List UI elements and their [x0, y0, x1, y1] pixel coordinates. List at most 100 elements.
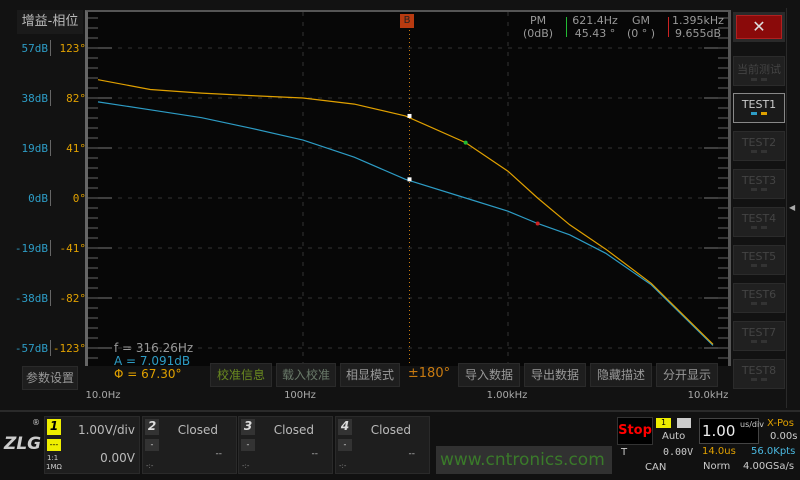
x-tick-label: 100Hz [284, 390, 316, 401]
channel-offset[interactable]: 0.00V [100, 451, 135, 465]
gm-divider [668, 17, 669, 37]
coupling-icon[interactable]: - [241, 439, 255, 451]
test-slot-label: TEST5 [741, 250, 777, 263]
function-button[interactable]: 载入校准 [276, 363, 336, 387]
param-settings-button[interactable]: 参数设置 [22, 366, 78, 390]
function-button[interactable]: 分开显示 [656, 363, 718, 387]
probe-ratio: 1:1 [47, 454, 59, 462]
function-button[interactable]: 导出数据 [524, 363, 586, 387]
gm-value: 9.655dB [674, 27, 722, 40]
gm-sub: (0 ° ) [626, 27, 656, 40]
test-slot-label: TEST6 [741, 288, 777, 301]
gain-tick-label: 38dB [21, 92, 49, 105]
cursor-point [407, 177, 412, 182]
channel-scale[interactable]: Closed [273, 423, 314, 437]
test-slot-label: TEST7 [741, 326, 777, 339]
status-dots [751, 112, 767, 115]
function-button[interactable]: 导入数据 [458, 363, 520, 387]
pm-divider [566, 17, 567, 37]
coupling-icon[interactable]: - [145, 439, 159, 451]
test-slot-button[interactable]: TEST6 [733, 283, 785, 313]
tick-separator [50, 290, 51, 306]
cursor-b-marker[interactable]: B [400, 14, 414, 28]
channel-number[interactable]: 2 [145, 419, 159, 435]
gain-phase-title[interactable]: 增益-相位 [17, 10, 83, 34]
trigger-mode[interactable]: Auto [662, 431, 686, 442]
trigger-source[interactable]: 1 [656, 418, 671, 428]
test-slot-button[interactable]: TEST7 [733, 321, 785, 351]
gm-label: GM [631, 14, 650, 27]
test-slot-button[interactable]: TEST1 [733, 93, 785, 123]
channel-4-panel[interactable]: 4 - Closed -- -:- [335, 416, 430, 474]
function-button[interactable]: 隐藏描述 [590, 363, 652, 387]
run-stop-button[interactable]: Stop [617, 417, 653, 445]
gain-tick-label: -38dB [14, 292, 48, 305]
xpos-label: X-Pos [767, 418, 794, 429]
status-dots [751, 378, 767, 381]
channel-3-panel[interactable]: 3 - Closed -- -:- [238, 416, 333, 474]
channel-number[interactable]: 4 [338, 419, 352, 435]
function-button[interactable]: ±180° [407, 366, 451, 381]
phase-tick-label: 41° [66, 142, 86, 155]
function-button[interactable]: 相显模式 [340, 363, 400, 387]
gm-marker [535, 221, 540, 226]
channel-number[interactable]: 3 [241, 419, 255, 435]
test-slot-button[interactable]: TEST8 [733, 359, 785, 389]
test-slot-button[interactable]: TEST2 [733, 131, 785, 161]
test-slot-label: TEST8 [741, 364, 777, 377]
channel-1-panel[interactable]: 1 --- 1.00V/div 0.00V 1:1 1MΩ [44, 416, 140, 474]
status-dots [751, 264, 767, 267]
pm-label: PM [529, 14, 547, 27]
gain-tick-label: 57dB [21, 42, 49, 55]
test-slot-button[interactable]: TEST5 [733, 245, 785, 275]
phase-tick-label: -82° [59, 292, 87, 305]
channel-number[interactable]: 1 [47, 419, 61, 435]
x-tick-label: 1.00kHz [486, 390, 528, 401]
function-button[interactable]: 校准信息 [210, 363, 272, 387]
trigger-label: T [621, 447, 628, 458]
close-button[interactable]: ✕ [736, 15, 782, 39]
status-dots [751, 302, 767, 305]
xpos-value[interactable]: 0.00s [770, 431, 798, 442]
acquire-mode: Norm [703, 461, 731, 472]
tick-separator [50, 90, 51, 106]
channel-scale[interactable]: Closed [177, 423, 218, 437]
channel-offset[interactable]: -- [215, 449, 223, 459]
channel-sub: -:- [339, 462, 347, 470]
collapse-arrow-icon[interactable]: ◀ [789, 203, 796, 212]
status-dots [751, 188, 767, 191]
test-slot-button[interactable]: TEST3 [733, 169, 785, 199]
coupling-icon[interactable]: --- [47, 439, 61, 451]
cursor-gain: A = 7.091dB [114, 354, 191, 368]
timebase-value[interactable]: 1.00 [702, 422, 736, 440]
gain-curve [97, 101, 714, 346]
test-slot-button[interactable]: TEST4 [733, 207, 785, 237]
sample-rate: 4.00GSa/s [743, 461, 795, 472]
channel-offset[interactable]: -- [311, 449, 319, 459]
gain-tick-label: 0dB [28, 192, 48, 205]
phase-tick-label: 0° [72, 192, 86, 205]
tick-separator [50, 240, 51, 256]
gain-tick-label: -19dB [14, 242, 48, 255]
input-impedance: 1MΩ [46, 463, 62, 471]
channel-2-panel[interactable]: 2 - Closed -- -:- [142, 416, 237, 474]
cursor-frequency: f = 316.26Hz [114, 341, 194, 355]
zlg-logo: ZLG [4, 434, 42, 454]
channel-sub: -:- [146, 462, 154, 470]
x-tick-label: 10.0kHz [687, 390, 729, 401]
registered-icon: ® [32, 418, 40, 427]
phase-tick-label: 82° [66, 92, 86, 105]
channel-offset[interactable]: -- [408, 449, 416, 459]
current-test-button[interactable]: 当前测试 [733, 56, 785, 86]
coupling-icon[interactable]: - [338, 439, 352, 451]
status-dots [751, 78, 767, 81]
channel-scale[interactable]: Closed [370, 423, 411, 437]
side-divider [786, 8, 787, 408]
bode-plot[interactable]: B PM (0dB) 621.4Hz 45.43 ° GM (0 ° ) 1.3… [85, 10, 731, 381]
current-test-label: 当前测试 [737, 63, 781, 76]
pm-sub: (0dB) [522, 27, 554, 40]
channel-scale[interactable]: 1.00V/div [77, 423, 135, 437]
status-dots [751, 340, 767, 343]
gain-tick-label: -57dB [14, 342, 48, 355]
test-slot-label: TEST1 [741, 98, 777, 111]
